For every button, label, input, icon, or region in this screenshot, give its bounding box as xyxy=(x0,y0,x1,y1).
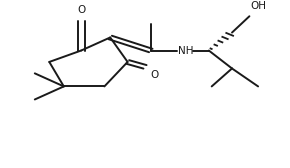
Text: O: O xyxy=(77,5,85,15)
Text: NH: NH xyxy=(178,46,194,55)
Text: O: O xyxy=(151,70,159,80)
Text: OH: OH xyxy=(251,1,267,11)
